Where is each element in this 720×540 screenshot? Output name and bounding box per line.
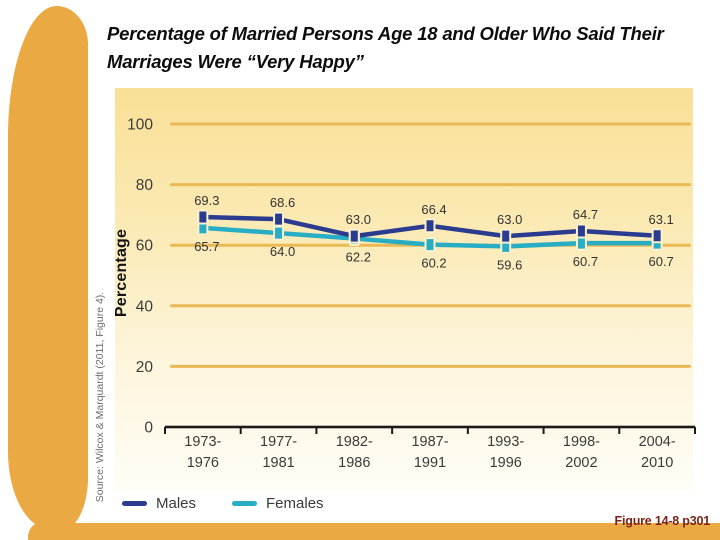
svg-text:69.3: 69.3 bbox=[194, 193, 219, 208]
figure-page-caption: Figure 14-8 p301 bbox=[614, 514, 711, 528]
chart-title: Percentage of Married Persons Age 18 and… bbox=[107, 20, 707, 76]
svg-text:0: 0 bbox=[144, 420, 153, 437]
chart-title-line2: Marriages Were “Very Happy” bbox=[107, 51, 364, 72]
svg-text:2004-2010: 2004-2010 bbox=[639, 434, 676, 471]
legend-label-males: Males bbox=[156, 494, 197, 512]
svg-text:64.7: 64.7 bbox=[573, 207, 598, 222]
svg-text:60: 60 bbox=[136, 238, 154, 255]
source-note: Source: Wilcox & Marquardt (2011, Figure… bbox=[94, 291, 106, 503]
accent-left-shape bbox=[8, 6, 88, 530]
svg-text:20: 20 bbox=[136, 359, 154, 376]
females-line-swatch-icon bbox=[232, 500, 258, 506]
chart-panel bbox=[115, 88, 693, 490]
svg-text:1973-1976: 1973-1976 bbox=[184, 434, 221, 471]
svg-text:63.1: 63.1 bbox=[648, 212, 673, 227]
legend: Males Females bbox=[122, 495, 324, 512]
svg-text:64.0: 64.0 bbox=[270, 244, 295, 259]
svg-text:65.7: 65.7 bbox=[194, 239, 219, 254]
svg-text:60.7: 60.7 bbox=[648, 254, 673, 269]
svg-text:80: 80 bbox=[136, 177, 154, 194]
males-line-swatch-icon bbox=[122, 500, 147, 506]
legend-item-females: Females bbox=[232, 495, 324, 512]
chart-title-line1: Percentage of Married Persons Age 18 and… bbox=[107, 23, 664, 44]
svg-text:1998-2002: 1998-2002 bbox=[563, 434, 600, 471]
svg-text:1993-1996: 1993-1996 bbox=[487, 434, 524, 471]
accent-bottom-bar bbox=[28, 523, 720, 540]
svg-text:1987-1991: 1987-1991 bbox=[411, 434, 448, 471]
svg-text:100: 100 bbox=[127, 117, 153, 134]
svg-text:63.0: 63.0 bbox=[346, 212, 371, 227]
svg-text:60.7: 60.7 bbox=[573, 254, 598, 269]
svg-text:62.2: 62.2 bbox=[346, 250, 371, 265]
y-axis-label: Percentage bbox=[113, 228, 130, 318]
svg-text:40: 40 bbox=[136, 298, 154, 315]
legend-label-females: Females bbox=[266, 494, 324, 512]
svg-text:1977-1981: 1977-1981 bbox=[260, 434, 297, 471]
svg-text:66.4: 66.4 bbox=[421, 202, 446, 217]
svg-text:1982-1986: 1982-1986 bbox=[336, 434, 373, 471]
svg-text:68.6: 68.6 bbox=[270, 195, 295, 210]
svg-text:59.6: 59.6 bbox=[497, 257, 522, 272]
svg-text:60.2: 60.2 bbox=[421, 256, 446, 271]
legend-item-males: Males bbox=[122, 495, 196, 512]
svg-text:63.0: 63.0 bbox=[497, 212, 522, 227]
